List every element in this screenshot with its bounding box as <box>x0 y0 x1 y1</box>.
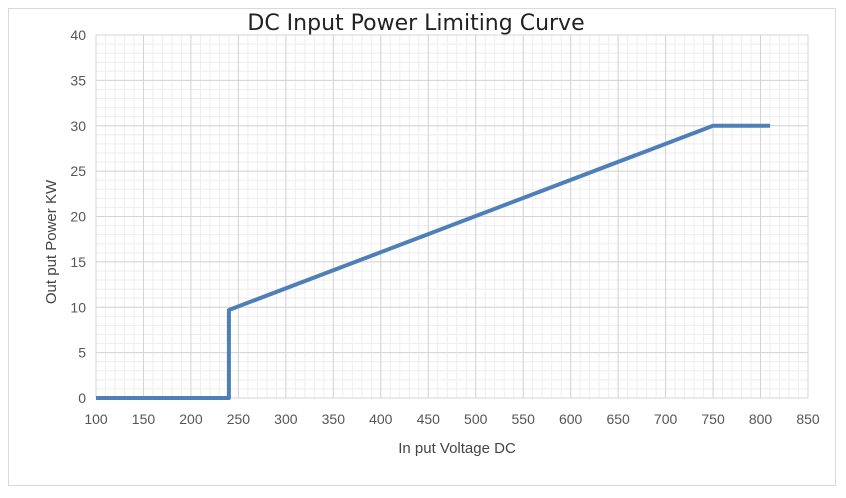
chart-title: DC Input Power Limiting Curve <box>247 11 584 36</box>
x-tick-label: 650 <box>606 411 630 427</box>
x-tick-label: 600 <box>559 411 583 427</box>
x-axis-label: In put Voltage DC <box>398 440 516 457</box>
x-tick-label: 500 <box>464 411 488 427</box>
y-tick-label: 30 <box>70 118 86 134</box>
y-tick-label: 20 <box>70 209 86 225</box>
x-tick-label: 250 <box>227 411 251 427</box>
y-tick-label: 15 <box>70 254 86 270</box>
x-tick-label: 150 <box>132 411 156 427</box>
y-tick-label: 25 <box>70 163 86 179</box>
y-tick-label: 5 <box>78 345 86 361</box>
x-tick-label: 750 <box>701 411 725 427</box>
y-tick-label: 35 <box>70 72 86 88</box>
x-tick-label: 350 <box>322 411 346 427</box>
major-grid <box>95 34 809 399</box>
x-tick-label: 800 <box>749 411 773 427</box>
y-tick-label: 0 <box>78 390 86 406</box>
x-tick-label: 700 <box>654 411 678 427</box>
x-axis-ticks: 100 150 200 250 300 350 400 450 500 550 600 650 700 7… <box>84 411 820 427</box>
y-axis-label: Out put Power KW <box>43 179 60 304</box>
x-tick-label: 100 <box>84 411 108 427</box>
x-tick-label: 300 <box>274 411 298 427</box>
x-tick-label: 550 <box>512 411 536 427</box>
series-line <box>96 123 771 400</box>
series-group <box>96 123 771 400</box>
y-axis-ticks: 0 5 10 15 20 25 30 35 40 <box>70 27 86 406</box>
x-tick-label: 200 <box>179 411 203 427</box>
x-tick-label: 850 <box>796 411 820 427</box>
y-tick-label: 40 <box>70 27 86 43</box>
y-tick-label: 10 <box>70 299 86 315</box>
chart-frame <box>8 8 836 486</box>
x-tick-label: 400 <box>369 411 393 427</box>
x-tick-label: 450 <box>417 411 441 427</box>
